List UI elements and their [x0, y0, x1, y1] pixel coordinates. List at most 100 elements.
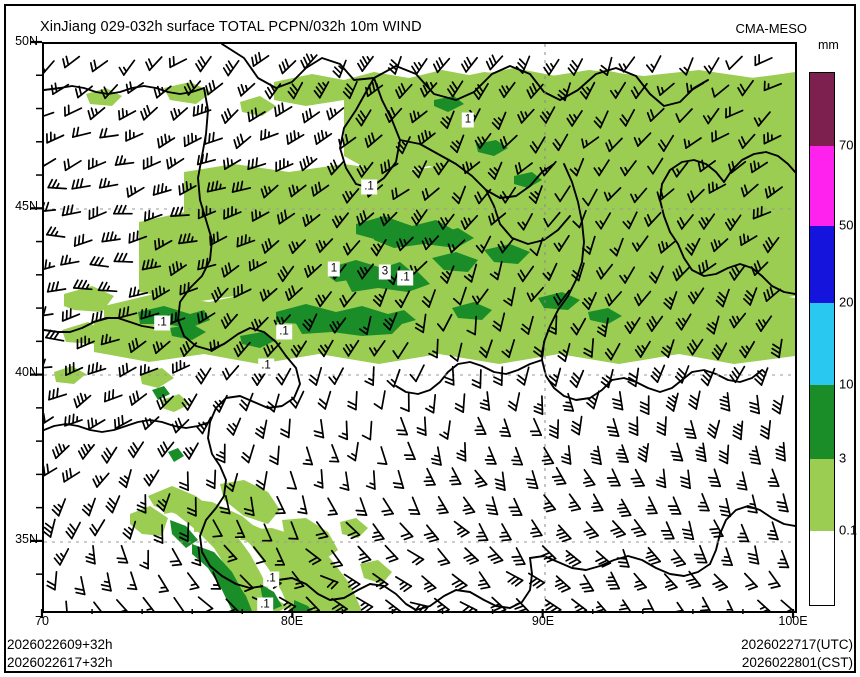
wind-barb-shaft: [763, 82, 783, 92]
wind-barb-full: [759, 433, 770, 440]
wind-barb-half: [373, 347, 378, 354]
wind-barb-full: [748, 556, 759, 561]
wind-barb-full: [247, 111, 251, 123]
wind-barb-full: [636, 293, 643, 303]
wind-barb-full: [727, 218, 734, 228]
wind-barb-shaft: [399, 522, 414, 538]
wind-barb-shaft: [186, 572, 200, 589]
wind-barb-full: [421, 132, 425, 143]
wind-barb-shaft: [415, 364, 425, 383]
wind-barb-shaft: [44, 313, 54, 317]
wind-barb-half: [479, 579, 486, 582]
wind-barb-full: [604, 351, 612, 361]
wind-barb-full: [768, 537, 779, 541]
wind-barb-full: [62, 58, 66, 69]
wind-barb-full: [236, 344, 242, 355]
wind-barb-half: [55, 182, 60, 189]
wind-barb-full: [50, 84, 54, 96]
wind-barb-shaft: [275, 547, 286, 566]
wind-barb-shaft: [250, 496, 255, 517]
wind-barb-full: [313, 134, 318, 145]
wind-barb-full: [500, 434, 512, 438]
wind-barb-full: [172, 55, 175, 67]
wind-barb-full: [571, 561, 582, 567]
wind-barb-full: [187, 282, 190, 293]
wind-barb-full: [317, 132, 321, 143]
wind-barb-full: [121, 414, 124, 426]
wind-barb-shaft: [510, 286, 516, 307]
wind-barb-full: [53, 504, 62, 513]
wind-barb-full: [256, 479, 266, 487]
wind-barb-shaft: [44, 366, 53, 369]
wind-barb-full: [697, 161, 702, 173]
wind-barb-full: [45, 329, 52, 339]
wind-barb-full: [51, 508, 60, 517]
wind-barb-full: [628, 430, 639, 436]
wind-barb-full: [371, 81, 376, 93]
wind-barb-shaft: [169, 58, 188, 69]
wind-barb-full: [557, 93, 566, 102]
wind-barb-full: [636, 533, 647, 538]
wind-barb-shaft: [654, 265, 664, 284]
wind-barb-shaft: [624, 266, 636, 284]
footer-valid-time-cst: 2026022801(CST): [741, 655, 853, 670]
wind-barb-full: [487, 512, 499, 516]
wind-barb-full: [50, 226, 57, 237]
wind-barb-full: [489, 168, 498, 177]
wind-barb-full: [591, 461, 602, 466]
wind-barb-full: [403, 585, 413, 593]
wind-barb-half: [366, 56, 371, 62]
wind-barb-full: [144, 417, 150, 428]
wind-barb-full: [87, 364, 91, 375]
wind-barb-half: [190, 583, 197, 587]
wind-barb-full: [89, 256, 96, 266]
wind-barb-full: [99, 128, 104, 139]
wind-barb-half: [635, 580, 642, 584]
wind-barb-full: [750, 266, 756, 276]
wind-barb-full: [397, 86, 404, 96]
wind-barb-full: [729, 374, 737, 384]
wind-barb-full: [183, 283, 186, 294]
wind-barb-full: [757, 370, 766, 378]
wind-barb-full: [211, 292, 217, 303]
wind-barb-full: [710, 242, 716, 253]
wind-barb-full: [499, 430, 510, 434]
wind-barb-full: [571, 59, 579, 69]
colorbar-tick-label: 70: [839, 137, 854, 153]
wind-barb-shaft: [540, 338, 546, 358]
wind-barb-full: [709, 527, 720, 531]
wind-barb-shaft: [224, 495, 231, 515]
colorbar[interactable]: [809, 72, 835, 606]
wind-barb-full: [541, 458, 552, 462]
wind-barb-full: [253, 373, 261, 383]
wind-barb-full: [192, 106, 196, 117]
wind-barb-full: [593, 120, 602, 129]
wind-barb-full: [358, 328, 368, 336]
wind-barb-full: [191, 561, 202, 567]
wind-barb-full: [634, 296, 640, 307]
wind-barb-full: [703, 370, 712, 379]
wind-barb-full: [269, 455, 279, 461]
wind-barb-full: [769, 286, 774, 297]
wind-barb-half: [329, 509, 336, 512]
wind-barb-full: [197, 259, 201, 271]
wind-barb-half: [593, 449, 600, 453]
wind-barb-full: [595, 556, 605, 563]
wind-barb-half: [507, 297, 513, 303]
wind-barb-full: [283, 603, 293, 611]
wind-barb-shaft: [600, 212, 612, 230]
wind-barb-half: [468, 273, 474, 279]
wind-barb-full: [65, 470, 69, 481]
wind-barb-full: [185, 341, 191, 351]
wind-barb-shaft: [547, 211, 561, 228]
wind-barb-full: [676, 371, 685, 380]
map-plot-area[interactable]: 1.1 1 3.1.1.1.1.1.1: [42, 42, 797, 613]
wind-barb-full: [383, 512, 394, 516]
wind-barb-full: [278, 64, 284, 75]
wind-barb-half: [642, 445, 649, 450]
wind-barb-full: [233, 347, 240, 358]
wind-barb-full: [737, 87, 744, 97]
wind-barb-full: [518, 58, 527, 67]
wind-barb-full: [438, 511, 449, 515]
wind-barb-full: [359, 165, 366, 175]
